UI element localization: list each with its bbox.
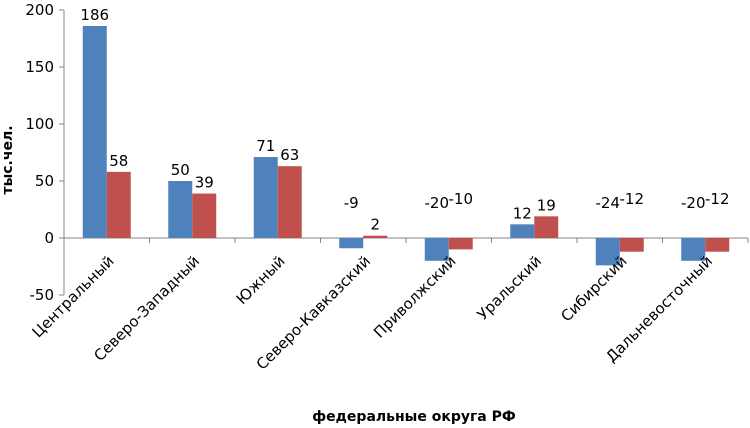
bar — [510, 224, 535, 238]
category-label: Сибирский — [557, 252, 630, 325]
data-label: 58 — [109, 152, 128, 170]
data-label: -9 — [344, 194, 359, 212]
bars — [82, 25, 730, 266]
data-label: 186 — [80, 6, 109, 24]
x-axis-title: федеральные округа РФ — [312, 409, 516, 425]
data-label: -12 — [620, 190, 645, 208]
y-tick-label: 0 — [44, 229, 54, 247]
data-label: 63 — [280, 146, 299, 164]
category-label: Приволжский — [370, 252, 459, 341]
y-axis-title: тыс.чел. — [0, 125, 16, 194]
y-tick-label: 50 — [35, 172, 54, 190]
bar — [168, 181, 193, 238]
bar — [424, 238, 449, 261]
category-label: Южный — [233, 252, 289, 308]
y-axis: -50 0 50 100 150 200 — [25, 1, 749, 304]
data-label: -12 — [705, 190, 730, 208]
bar — [339, 238, 364, 249]
data-label: 71 — [256, 137, 275, 155]
y-tick-label: 150 — [25, 58, 54, 76]
bar — [681, 238, 706, 261]
bar — [448, 238, 473, 250]
data-label: 50 — [171, 161, 190, 179]
bar — [192, 193, 217, 238]
data-label: 12 — [513, 204, 532, 222]
bar — [619, 238, 644, 252]
data-label: -20 — [681, 194, 706, 212]
y-tick-label: 100 — [25, 115, 54, 133]
data-label: 19 — [537, 196, 556, 214]
bar — [106, 171, 131, 238]
bar — [705, 238, 730, 252]
bar — [82, 25, 107, 239]
data-label: -10 — [449, 190, 474, 208]
y-tick-label: 200 — [25, 1, 54, 19]
bar — [363, 235, 388, 238]
data-label: 39 — [195, 174, 214, 192]
y-tick-label: -50 — [30, 286, 55, 304]
bar — [534, 216, 559, 238]
data-label: 2 — [370, 216, 380, 234]
bar — [595, 238, 620, 266]
category-label: Уральский — [474, 252, 545, 323]
bar — [253, 157, 278, 238]
data-label: -20 — [425, 194, 450, 212]
bar — [277, 166, 302, 238]
data-label: -24 — [596, 194, 621, 212]
